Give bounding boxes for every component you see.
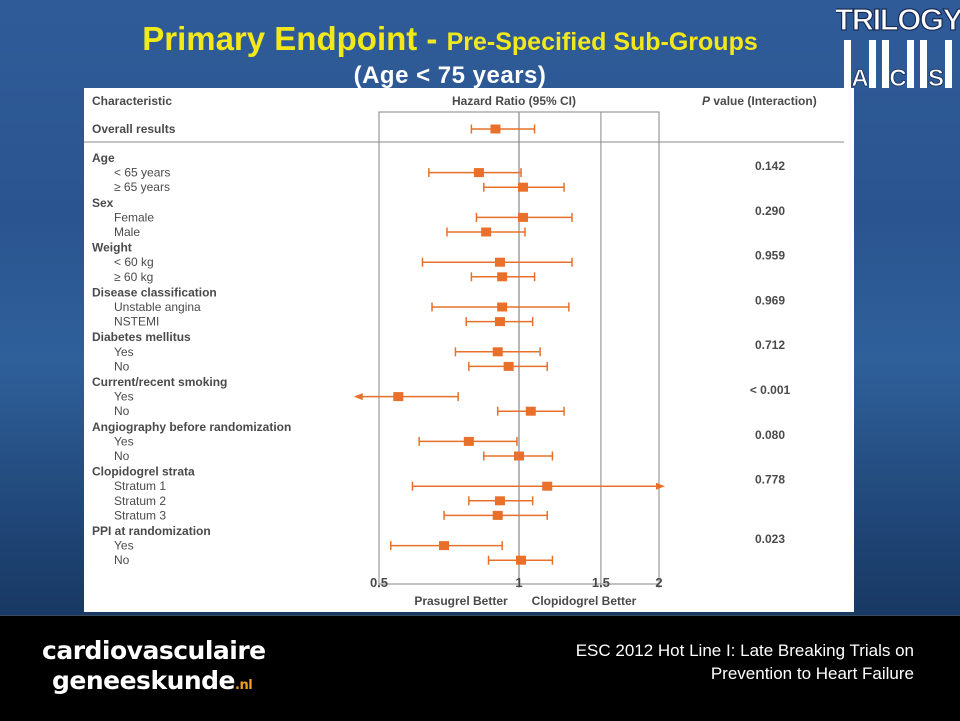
hr-marker xyxy=(492,510,503,520)
x-tick-label: 1 xyxy=(515,575,522,590)
group-label: Diabetes mellitus xyxy=(92,330,191,344)
hr-marker xyxy=(439,541,450,551)
group-label: Sex xyxy=(92,196,114,210)
logo-wordmark: TRILOGY xyxy=(836,2,960,37)
brand-tld: .nl xyxy=(235,678,253,693)
hr-marker xyxy=(525,406,536,416)
p-value: 0.080 xyxy=(755,428,785,442)
hr-marker xyxy=(516,555,527,565)
x-tick-label: 2 xyxy=(655,575,662,590)
hr-marker xyxy=(492,347,503,357)
subgroup-label: Stratum 3 xyxy=(114,508,166,522)
p-value: 0.290 xyxy=(755,204,785,218)
subgroup-label: < 60 kg xyxy=(114,255,154,269)
subgroup-label: Female xyxy=(114,210,154,224)
subgroup-label: Unstable angina xyxy=(114,300,201,314)
x-tick-label: 1.5 xyxy=(592,575,610,590)
logo-bar xyxy=(945,40,952,88)
logo-bar xyxy=(882,40,889,88)
group-label: Current/recent smoking xyxy=(92,375,227,389)
subgroup-label: No xyxy=(114,359,130,373)
hr-marker xyxy=(494,496,505,506)
overall-label: Overall results xyxy=(92,122,176,136)
hr-marker xyxy=(463,436,474,446)
logo-letter: S xyxy=(928,65,944,92)
subgroup-label: < 65 years xyxy=(114,166,170,180)
col-header-characteristic: Characteristic xyxy=(92,94,172,108)
footer-bar: cardiovasculaire geneeskunde.nl ESC 2012… xyxy=(0,615,960,721)
group-label: Angiography before randomization xyxy=(92,420,291,434)
group-label: PPI at randomization xyxy=(92,524,211,538)
subgroup-label: Stratum 2 xyxy=(114,494,166,508)
conference-line2: Prevention to Heart Failure xyxy=(710,664,914,683)
ci-arrow-left xyxy=(353,393,363,401)
subgroup-label: Male xyxy=(114,225,140,239)
logo-letter: C xyxy=(889,65,906,92)
p-value: 0.959 xyxy=(755,249,785,263)
subgroup-label: ≥ 60 kg xyxy=(114,270,153,284)
slide-subtitle: (Age < 75 years) xyxy=(353,62,547,89)
group-label: Weight xyxy=(92,241,132,255)
conference-line1: ESC 2012 Hot Line I: Late Breaking Trial… xyxy=(575,641,914,660)
p-italic: P xyxy=(702,94,711,108)
x-tick-label: 0.5 xyxy=(370,575,388,590)
p-value: < 0.001 xyxy=(750,383,791,397)
logo-bar xyxy=(907,40,914,88)
hr-marker xyxy=(517,212,528,222)
brand-line1: cardiovasculaire xyxy=(42,636,266,665)
ci-arrow-right xyxy=(656,482,665,490)
hr-marker xyxy=(490,124,501,134)
subgroup-label: NSTEMI xyxy=(114,315,159,329)
forest-plot: Overall results Age< 65 years≥ 65 yearsSe… xyxy=(84,88,854,612)
p-value: 0.023 xyxy=(755,532,785,546)
hr-marker xyxy=(481,227,492,237)
subgroup-label: Yes xyxy=(114,390,134,404)
hr-marker xyxy=(503,361,514,371)
group-label: Age xyxy=(92,151,115,165)
subgroup-label: Yes xyxy=(114,539,134,553)
logo-bar xyxy=(844,40,851,88)
logo-bar xyxy=(869,40,876,88)
p-rest: value (Interaction) xyxy=(710,94,817,108)
slide-title-sub: Pre-Specified Sub-Groups xyxy=(446,28,758,56)
slide-title-main: Primary Endpoint - xyxy=(142,20,447,57)
x-label-right: Clopidogrel Better xyxy=(532,594,637,608)
slide-title: Primary Endpoint - Pre-Specified Sub-Gro… xyxy=(60,20,840,58)
subgroup-label: No xyxy=(114,553,130,567)
group-label: Clopidogrel strata xyxy=(92,465,195,479)
hr-marker xyxy=(517,182,528,192)
p-value: 0.142 xyxy=(755,159,785,173)
hr-marker xyxy=(473,168,484,178)
subgroup-label: No xyxy=(114,449,130,463)
subgroup-label: No xyxy=(114,404,130,418)
hr-marker xyxy=(393,392,404,402)
hr-marker xyxy=(497,302,508,312)
hr-marker xyxy=(514,451,524,461)
group-label: Disease classification xyxy=(92,285,217,299)
logo-letter: A xyxy=(851,65,868,92)
col-header-hazard-ratio: Hazard Ratio (95% CI) xyxy=(452,94,576,108)
brand-name: geneeskunde xyxy=(52,666,236,695)
plot-background xyxy=(84,88,854,612)
subgroup-label: Stratum 1 xyxy=(114,479,166,493)
subgroup-label: ≥ 65 years xyxy=(114,180,170,194)
logo-bar xyxy=(920,40,927,88)
col-header-p-value: P value (Interaction) xyxy=(702,94,817,108)
hr-marker xyxy=(497,272,508,282)
brand-line2: geneeskunde.nl xyxy=(52,666,253,695)
p-value: 0.778 xyxy=(755,473,785,487)
conference-info: ESC 2012 Hot Line I: Late Breaking Trial… xyxy=(454,639,914,685)
hr-marker xyxy=(494,317,505,327)
hr-marker xyxy=(494,257,505,267)
p-value: 0.712 xyxy=(755,338,785,352)
hr-marker xyxy=(542,481,553,491)
p-value: 0.969 xyxy=(755,293,785,307)
subgroup-label: Yes xyxy=(114,434,134,448)
subgroup-label: Yes xyxy=(114,345,134,359)
x-label-left: Prasugrel Better xyxy=(414,594,508,608)
